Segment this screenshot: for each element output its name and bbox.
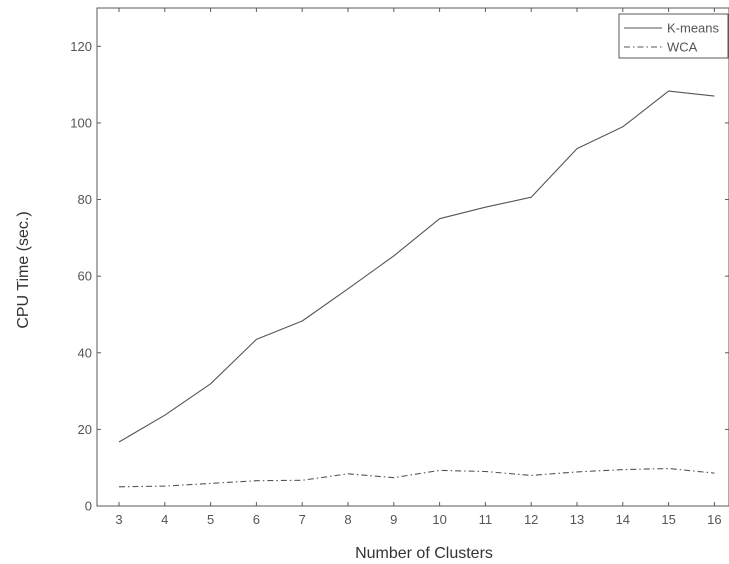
plot-frame	[96, 7, 729, 507]
x-tick-label-7: 7	[299, 512, 306, 527]
x-tick-label-8: 8	[344, 512, 351, 527]
x-axis-title: Number of Clusters	[355, 545, 493, 562]
x-tick-label-12: 12	[524, 512, 538, 527]
y-tick-label-60: 60	[78, 269, 92, 284]
y-tick-label-0: 0	[85, 499, 92, 514]
series-line-wca	[118, 467, 715, 488]
x-tick-label-6: 6	[253, 512, 260, 527]
x-tick-label-11: 11	[479, 512, 493, 527]
legend-label-wca: WCA	[667, 40, 698, 55]
plot-background	[97, 8, 729, 506]
x-tick-label-5: 5	[207, 512, 214, 527]
x-tick-label-13: 13	[570, 512, 584, 527]
series-lines	[118, 90, 715, 488]
x-tick-label-9: 9	[390, 512, 397, 527]
x-tick-label-14: 14	[616, 512, 630, 527]
legend: K-means WCA	[618, 13, 729, 59]
x-tick-label-3: 3	[115, 512, 122, 527]
y-axis-title: CPU Time (sec.)	[15, 211, 32, 328]
series-line-k-means	[118, 90, 715, 443]
y-tick-label-120: 120	[70, 39, 92, 54]
y-tick-label-20: 20	[78, 422, 92, 437]
legend-box	[618, 13, 729, 59]
x-tick-label-4: 4	[161, 512, 168, 527]
y-tick-label-40: 40	[78, 345, 92, 360]
x-tick-label-16: 16	[707, 512, 721, 527]
legend-label-k-means: K-means	[667, 21, 720, 36]
y-tick-label-100: 100	[70, 115, 92, 130]
axis-ticks	[97, 8, 729, 507]
x-tick-label-10: 10	[432, 512, 446, 527]
axis-tick-labels: 3 4 5 6 7 8 9 10 11 12 13 14 15 16 0 20 40 60 80 100 120	[70, 39, 721, 527]
x-tick-label-15: 15	[661, 512, 675, 527]
y-tick-label-80: 80	[78, 192, 92, 207]
